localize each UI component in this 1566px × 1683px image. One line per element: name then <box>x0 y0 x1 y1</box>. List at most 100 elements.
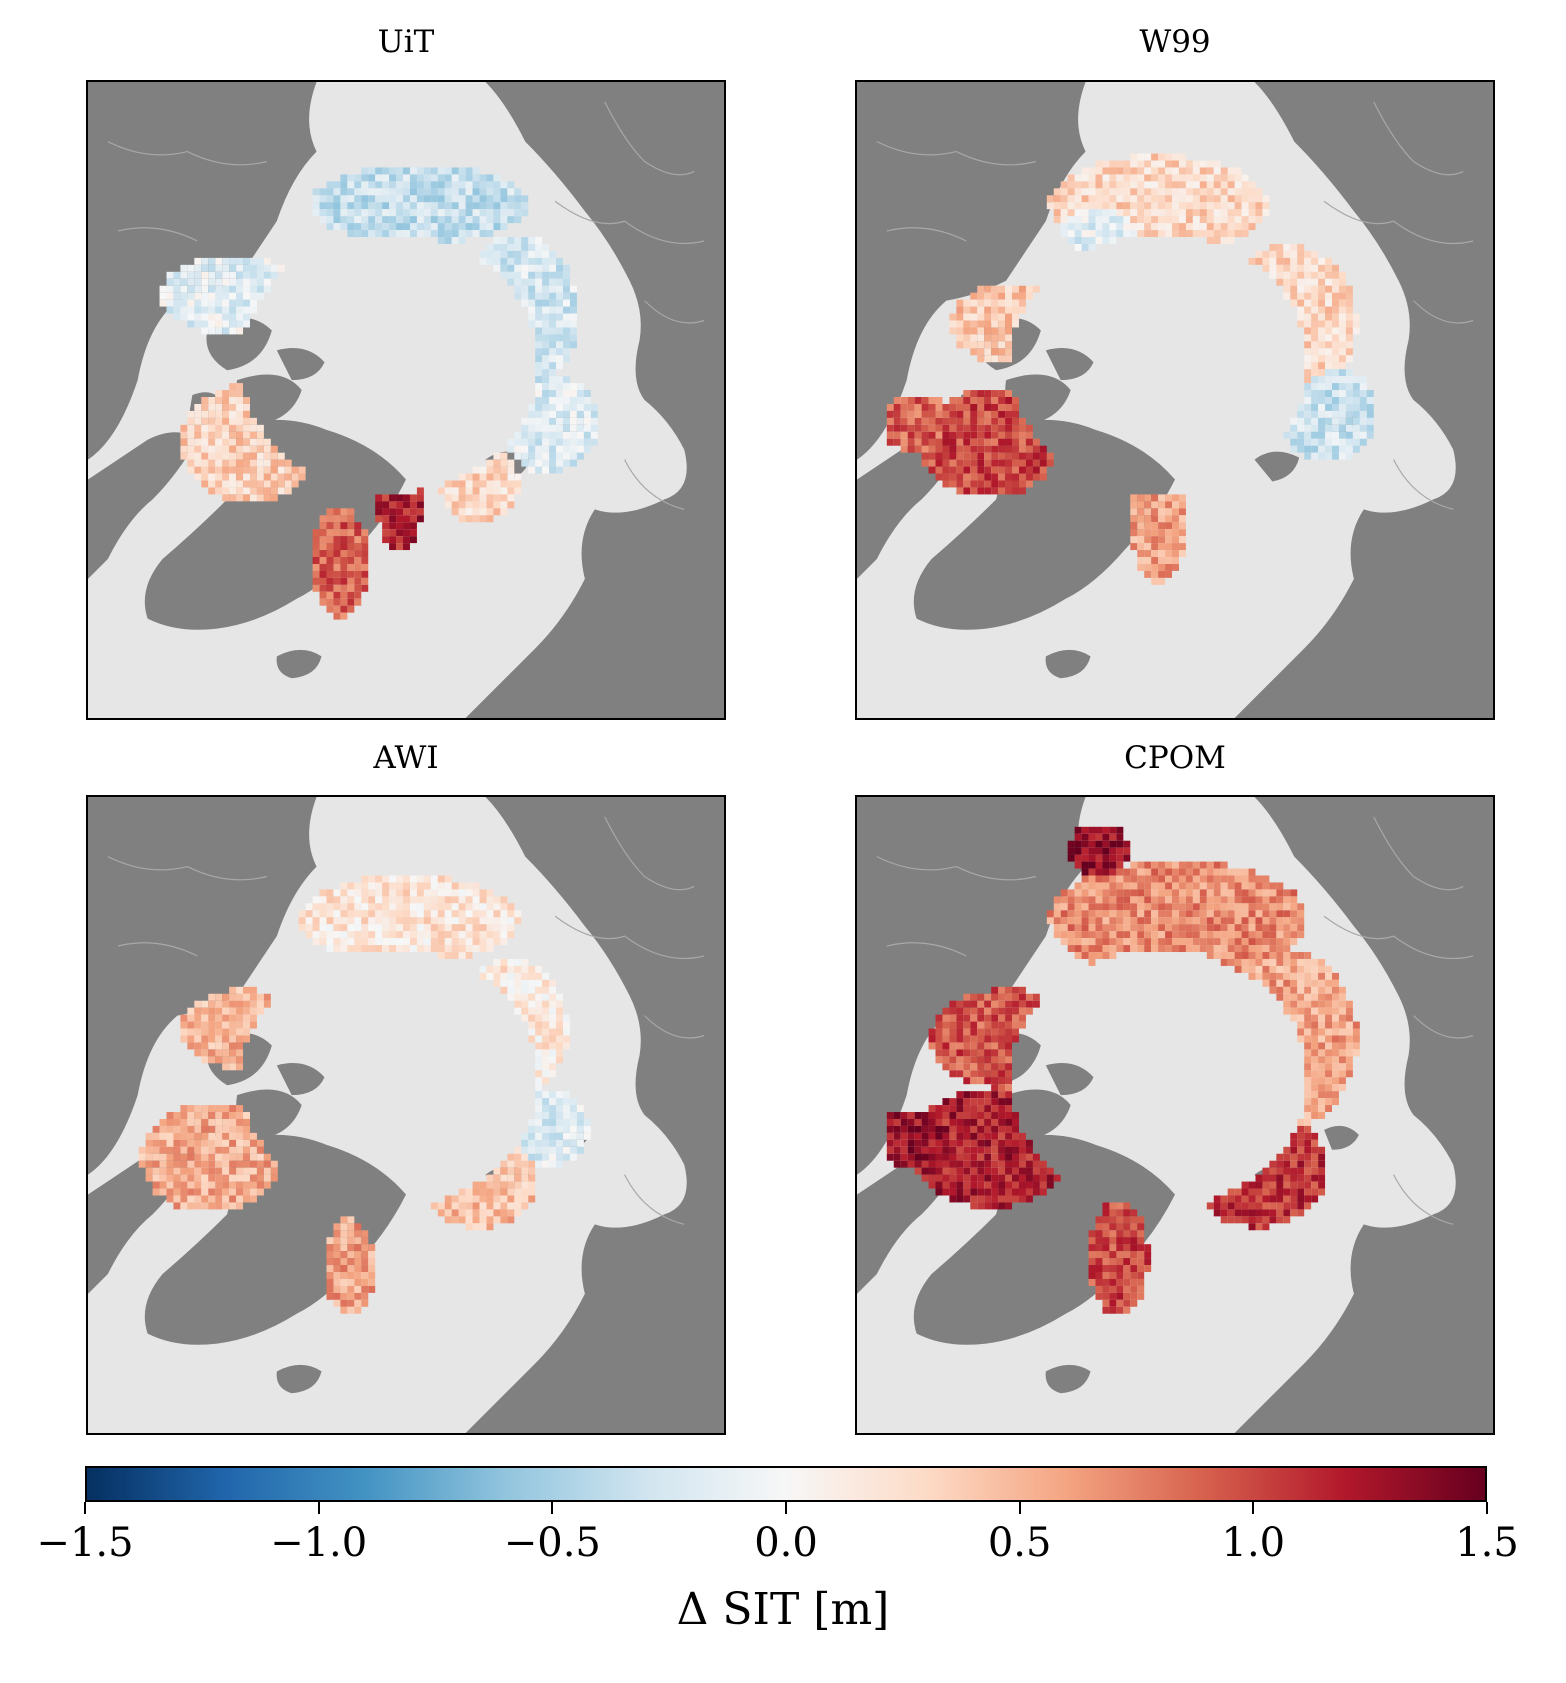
sit-anomaly-cell <box>1199 889 1207 897</box>
sit-anomaly-cell <box>215 390 223 398</box>
sit-anomaly-cell <box>1311 1146 1319 1154</box>
sit-anomaly-cell <box>563 1112 570 1119</box>
sit-anomaly-cell <box>1248 257 1256 265</box>
sit-anomaly-cell <box>389 875 397 883</box>
sit-anomaly-cell <box>1206 945 1214 953</box>
sit-anomaly-cell <box>1067 223 1075 231</box>
sit-anomaly-cell <box>1116 1251 1124 1259</box>
sit-anomaly-cell <box>1032 1153 1040 1161</box>
sit-anomaly-cell <box>1116 931 1124 939</box>
sit-anomaly-cell <box>382 945 390 953</box>
sit-anomaly-cell <box>1276 271 1284 279</box>
sit-anomaly-cell <box>563 320 570 328</box>
sit-anomaly-cell <box>409 924 417 932</box>
sit-anomaly-cell <box>935 1153 943 1161</box>
sit-anomaly-cell <box>284 487 292 495</box>
sit-anomaly-cell <box>229 1181 237 1189</box>
sit-anomaly-cell <box>1220 237 1228 244</box>
sit-anomaly-cell <box>166 1125 174 1133</box>
sit-anomaly-cell <box>1297 257 1305 265</box>
sit-anomaly-cell <box>249 473 257 481</box>
sit-anomaly-cell <box>437 223 445 231</box>
sit-anomaly-cell <box>549 986 557 994</box>
sit-anomaly-cell <box>340 591 348 599</box>
sit-anomaly-cell <box>180 452 188 460</box>
sit-anomaly-cell <box>1032 285 1040 293</box>
sit-anomaly-cell <box>1178 861 1186 869</box>
sit-anomaly-cell <box>1074 209 1082 217</box>
sit-anomaly-cell <box>187 1167 195 1175</box>
sit-anomaly-cell <box>1199 924 1207 932</box>
sit-anomaly-cell <box>549 355 557 363</box>
sit-anomaly-cell <box>1325 965 1333 973</box>
sit-anomaly-cell <box>479 1223 487 1231</box>
sit-anomaly-cell <box>935 1049 943 1057</box>
sit-anomaly-cell <box>1178 188 1186 196</box>
sit-anomaly-cell <box>403 508 410 516</box>
sit-anomaly-cell <box>1032 1160 1040 1168</box>
sit-anomaly-cell <box>1262 917 1270 925</box>
sit-anomaly-cell <box>1144 945 1152 953</box>
sit-anomaly-cell <box>1123 1244 1131 1252</box>
sit-anomaly-cell <box>1234 1216 1242 1224</box>
sit-anomaly-cell <box>1165 557 1173 564</box>
sit-anomaly-cell <box>194 271 202 279</box>
sit-anomaly-cell <box>284 480 292 488</box>
sit-anomaly-cell <box>500 958 508 966</box>
sit-anomaly-cell <box>403 174 410 182</box>
sit-anomaly-cell <box>1297 445 1305 453</box>
sit-anomaly-cell <box>1130 202 1138 210</box>
sit-anomaly-cell <box>963 1167 971 1175</box>
sit-anomaly-cell <box>340 1230 348 1238</box>
sit-anomaly-cell <box>1318 1056 1326 1064</box>
sit-anomaly-cell <box>1290 264 1298 272</box>
sit-anomaly-cell <box>535 1035 543 1043</box>
sit-anomaly-cell <box>458 945 466 953</box>
sit-anomaly-cell <box>984 1056 992 1064</box>
sit-anomaly-cell <box>236 1181 244 1189</box>
sit-anomaly-cell <box>1283 917 1291 925</box>
sit-anomaly-cell <box>437 889 445 897</box>
sit-anomaly-cell <box>347 529 355 537</box>
sit-anomaly-cell <box>1144 917 1152 925</box>
sit-anomaly-cell <box>500 243 508 251</box>
sit-anomaly-cell <box>382 167 390 175</box>
sit-anomaly-cell <box>1081 868 1089 876</box>
sit-anomaly-cell <box>333 216 341 224</box>
sit-anomaly-cell <box>236 1035 244 1043</box>
sit-anomaly-cell <box>1345 327 1353 335</box>
sit-anomaly-cell <box>576 452 584 460</box>
sit-anomaly-cell <box>1227 917 1235 925</box>
sit-anomaly-cell <box>201 1195 209 1203</box>
sit-anomaly-cell <box>528 237 536 244</box>
sit-anomaly-cell <box>1178 223 1186 231</box>
sit-anomaly-cell <box>977 487 985 495</box>
sit-anomaly-cell <box>956 1098 964 1106</box>
sit-anomaly-cell <box>977 473 985 481</box>
sit-anomaly-cell <box>229 1160 237 1168</box>
sit-anomaly-cell <box>1005 487 1013 495</box>
sit-anomaly-cell <box>1025 993 1033 1001</box>
sit-anomaly-cell <box>977 320 985 328</box>
sit-anomaly-cell <box>1325 334 1333 342</box>
sit-anomaly-cell <box>1123 910 1131 918</box>
sit-anomaly-cell <box>1338 1028 1346 1036</box>
sit-anomaly-cell <box>521 1132 529 1140</box>
sit-anomaly-cell <box>368 917 376 925</box>
sit-anomaly-cell <box>1199 945 1207 953</box>
sit-anomaly-cell <box>949 466 957 474</box>
sit-anomaly-cell <box>1283 243 1291 251</box>
sit-anomaly-cell <box>479 250 487 258</box>
sit-anomaly-cell <box>1172 557 1179 564</box>
sit-anomaly-cell <box>1144 202 1152 210</box>
sit-anomaly-cell <box>1311 410 1319 418</box>
sit-anomaly-cell <box>215 306 223 314</box>
sit-anomaly-cell <box>326 584 334 592</box>
sit-anomaly-cell <box>340 889 348 897</box>
sit-anomaly-cell <box>970 417 978 425</box>
sit-anomaly-cell <box>1005 993 1013 1001</box>
sit-anomaly-cell <box>977 285 985 293</box>
sit-anomaly-cell <box>451 938 459 946</box>
sit-anomaly-cell <box>1206 1202 1214 1210</box>
sit-anomaly-cell <box>1213 223 1221 231</box>
